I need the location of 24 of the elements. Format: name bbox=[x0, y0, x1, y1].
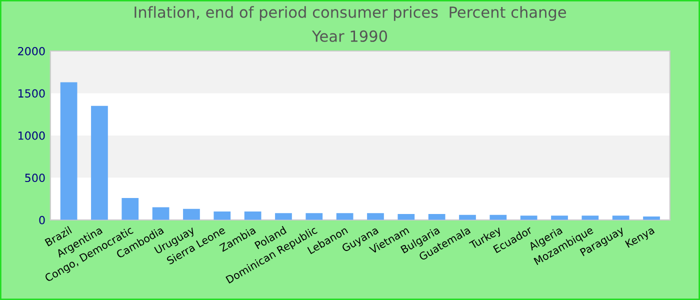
bar bbox=[60, 82, 78, 220]
chart-subtitle: Year 1990 bbox=[312, 30, 388, 42]
y-tick-label: 500 bbox=[25, 174, 45, 182]
bar bbox=[582, 216, 599, 220]
bar bbox=[551, 216, 568, 220]
bar bbox=[183, 208, 200, 220]
bar bbox=[122, 198, 139, 220]
bar bbox=[612, 216, 630, 220]
bar bbox=[520, 216, 538, 220]
y-tick-label: 1500 bbox=[18, 89, 45, 98]
bar bbox=[428, 214, 446, 220]
bar bbox=[214, 211, 231, 220]
y-tick-label: 0 bbox=[39, 216, 45, 224]
y-tick-label: 1000 bbox=[18, 131, 45, 140]
bar bbox=[152, 207, 170, 220]
bar bbox=[336, 213, 354, 220]
bar bbox=[91, 106, 108, 220]
chart-title: Inflation, end of period consumer prices Percent change bbox=[134, 6, 566, 21]
bar bbox=[306, 213, 323, 220]
y-tick-label: 2000 bbox=[18, 46, 45, 56]
bar bbox=[275, 213, 292, 220]
bar bbox=[244, 211, 262, 220]
bar bbox=[367, 213, 384, 220]
bar bbox=[398, 214, 415, 220]
